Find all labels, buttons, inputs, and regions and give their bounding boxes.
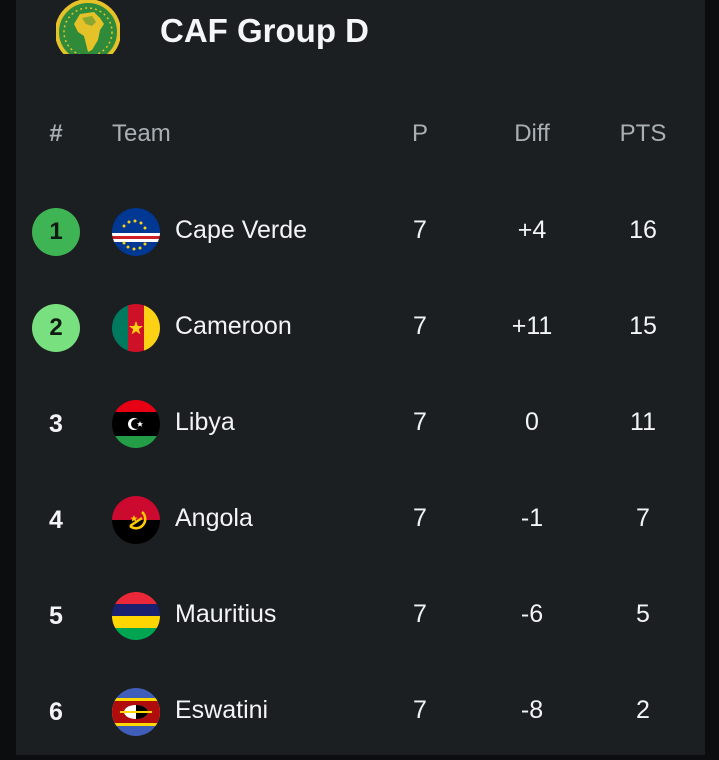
- team-name: Angola: [175, 504, 253, 532]
- position-badge: 2: [32, 304, 80, 352]
- points-value: 11: [630, 408, 656, 436]
- libya-flag-icon: [112, 400, 160, 448]
- page-title: CAF Group D: [160, 12, 369, 49]
- cameroon-flag-icon: [112, 304, 160, 352]
- diff-value: 0: [525, 408, 539, 436]
- table-row[interactable]: 5 Mauritius 7 -6 5: [16, 568, 705, 664]
- points-value: 16: [629, 216, 657, 244]
- team-name: Cape Verde: [175, 216, 308, 244]
- team-name: Libya: [175, 408, 235, 436]
- caf-logo-icon: [56, 0, 120, 54]
- diff-value: -1: [520, 504, 544, 532]
- position-number: 3: [49, 409, 63, 438]
- eswatini-flag-icon: [112, 688, 160, 736]
- diff-value: +4: [517, 216, 547, 244]
- team-name: Cameroon: [175, 312, 292, 340]
- column-header-played: P: [411, 120, 428, 147]
- group-header: CAF Group D: [16, 0, 705, 68]
- points-value: 2: [636, 696, 650, 724]
- table-row[interactable]: 6 Eswatini 7 -8 2: [16, 664, 705, 760]
- table-row[interactable]: 4 Angola 7 -1 7: [16, 472, 705, 568]
- diff-value: -6: [520, 600, 544, 628]
- column-header-position: #: [49, 120, 63, 147]
- column-header-points: PTS: [619, 120, 667, 147]
- table-row[interactable]: 3 Libya 7 0 11: [16, 376, 705, 472]
- cape-verde-flag-icon: [112, 208, 160, 256]
- points-value: 5: [636, 600, 650, 628]
- position-number: 4: [49, 505, 63, 534]
- team-name: Mauritius: [175, 600, 277, 628]
- diff-value: +11: [511, 312, 553, 340]
- column-header-team: Team: [112, 120, 171, 147]
- angola-flag-icon: [112, 496, 160, 544]
- standings-card: CAF Group D # Team P Diff PTS 1 Cape V: [16, 0, 705, 755]
- position-badge: 1: [32, 208, 80, 256]
- table-row[interactable]: 1 Cape Verde 7 +4 16: [16, 184, 705, 280]
- played-value: 7: [413, 408, 427, 436]
- played-value: 7: [413, 696, 427, 724]
- position-number: 5: [49, 601, 63, 630]
- table-row[interactable]: 2 Cameroon 7 +11 15: [16, 280, 705, 376]
- team-name: Eswatini: [175, 696, 269, 724]
- column-header-diff: Diff: [514, 120, 550, 147]
- points-value: 15: [629, 312, 657, 340]
- played-value: 7: [413, 600, 427, 628]
- diff-value: -8: [520, 696, 544, 724]
- mauritius-flag-icon: [112, 592, 160, 640]
- played-value: 7: [413, 312, 427, 340]
- played-value: 7: [413, 216, 427, 244]
- played-value: 7: [413, 504, 427, 532]
- points-value: 7: [636, 504, 650, 532]
- position-number: 6: [49, 697, 63, 726]
